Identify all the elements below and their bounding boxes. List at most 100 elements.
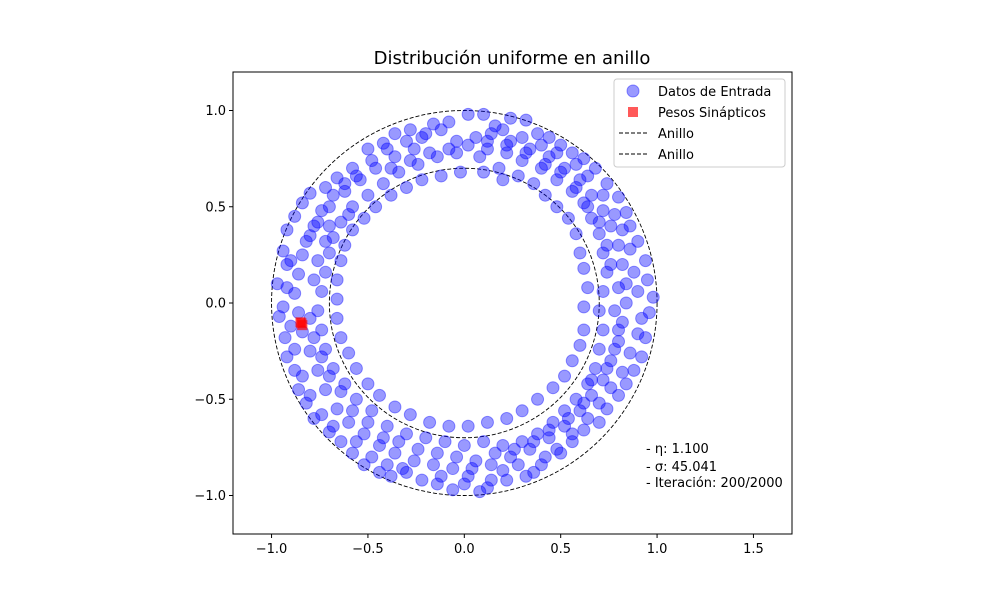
- input-data-point: [426, 117, 440, 131]
- legend: Datos de Entrada Pesos Sinápticos Anillo…: [613, 78, 786, 168]
- input-data-point: [280, 223, 294, 237]
- input-data-point: [558, 419, 572, 433]
- input-data-point: [361, 415, 375, 429]
- input-data-point: [461, 138, 475, 152]
- input-data-point: [581, 377, 595, 391]
- annotation-eta-value: 1.100: [672, 442, 709, 457]
- input-data-point: [631, 327, 645, 341]
- input-data-point: [346, 223, 360, 237]
- input-data-point: [480, 415, 494, 429]
- input-data-point: [461, 419, 475, 433]
- input-data-point: [500, 412, 514, 425]
- input-data-point: [392, 165, 406, 179]
- legend-marker-input-data: [626, 84, 640, 98]
- input-data-point: [504, 450, 518, 464]
- input-data-point: [600, 238, 614, 252]
- input-data-point: [315, 408, 329, 422]
- input-data-point: [577, 323, 591, 337]
- input-data-point: [558, 161, 572, 175]
- synaptic-weights-points: [295, 317, 308, 331]
- input-data-point: [550, 442, 564, 456]
- input-data-point: [573, 173, 587, 187]
- x-tick-label: 1.0: [647, 542, 668, 557]
- input-data-point: [565, 146, 579, 160]
- input-data-point: [515, 435, 529, 449]
- input-data-point: [365, 450, 379, 464]
- input-data-point: [380, 419, 394, 433]
- input-data-point: [303, 344, 317, 358]
- input-data-point: [565, 435, 579, 449]
- input-data-point: [319, 234, 333, 248]
- input-data-point: [561, 211, 575, 225]
- input-data-point: [307, 219, 321, 233]
- input-data-point: [542, 130, 556, 144]
- annotation-sigma: - σ: 45.041: [646, 460, 717, 475]
- input-data-point: [396, 462, 410, 476]
- input-data-point: [596, 284, 610, 298]
- input-data-point: [550, 146, 564, 160]
- annotation-iteration: - Iteración: 200/2000: [646, 476, 783, 491]
- input-data-point: [292, 267, 306, 281]
- annotation-iteration-label: - Iteración:: [646, 476, 721, 491]
- input-data-point: [299, 234, 313, 248]
- y-tick-label: 0.0: [205, 297, 226, 312]
- input-data-point: [531, 392, 545, 406]
- input-data-point: [349, 392, 363, 406]
- input-data-point: [315, 204, 329, 218]
- input-data-point: [612, 323, 626, 337]
- input-data-point: [392, 435, 406, 449]
- input-data-point: [592, 227, 606, 241]
- input-data-point: [500, 473, 514, 487]
- input-data-point: [569, 227, 583, 241]
- input-data-point: [388, 446, 402, 460]
- input-data-point: [338, 377, 352, 391]
- input-data-point: [322, 369, 336, 383]
- input-data-point: [592, 304, 606, 318]
- input-data-point: [399, 427, 413, 441]
- input-data-point: [403, 408, 417, 422]
- input-data-point: [270, 277, 284, 291]
- input-data-point: [577, 423, 591, 437]
- input-data-point: [442, 142, 456, 156]
- input-data-point: [295, 196, 309, 210]
- input-data-point: [558, 404, 572, 418]
- input-data-point: [515, 130, 529, 144]
- input-data-point: [527, 435, 541, 449]
- input-data-point: [349, 361, 363, 375]
- input-data-point: [303, 186, 317, 200]
- input-data-point: [330, 273, 344, 287]
- input-data-point: [592, 215, 606, 229]
- input-data-point: [384, 188, 398, 202]
- input-data-point: [546, 415, 560, 429]
- input-data-point: [619, 277, 633, 291]
- x-tick-label: 0.5: [550, 542, 571, 557]
- input-data-point: [338, 184, 352, 198]
- input-data-point: [326, 188, 340, 202]
- y-axis-ticks: −1.0 −0.5 0.0 0.5 1.0: [194, 104, 233, 504]
- input-data-point: [311, 363, 325, 377]
- input-data-point: [534, 458, 548, 472]
- input-data-point: [407, 142, 421, 156]
- input-data-point: [519, 146, 533, 160]
- input-data-point: [484, 458, 498, 472]
- input-data-point: [480, 134, 494, 148]
- input-data-point: [596, 323, 610, 337]
- input-data-point: [399, 181, 413, 194]
- input-data-point: [442, 419, 456, 433]
- input-data-point: [357, 211, 371, 225]
- input-data-point: [384, 469, 398, 483]
- input-data-point: [295, 369, 309, 383]
- input-data-point: [488, 446, 502, 460]
- input-data-point: [450, 450, 464, 464]
- x-axis-ticks: −1.0 −0.5 0.0 0.5 1.0 1.5: [256, 534, 764, 557]
- input-data-point: [640, 273, 654, 287]
- input-data-point: [600, 177, 614, 191]
- input-data-point: [558, 369, 572, 383]
- input-data-point: [430, 477, 444, 491]
- input-data-point: [523, 442, 537, 456]
- input-data-point: [346, 404, 360, 418]
- input-data-point: [288, 363, 302, 377]
- input-data-point: [592, 342, 606, 356]
- input-data-point: [430, 446, 444, 460]
- input-data-point: [592, 415, 606, 429]
